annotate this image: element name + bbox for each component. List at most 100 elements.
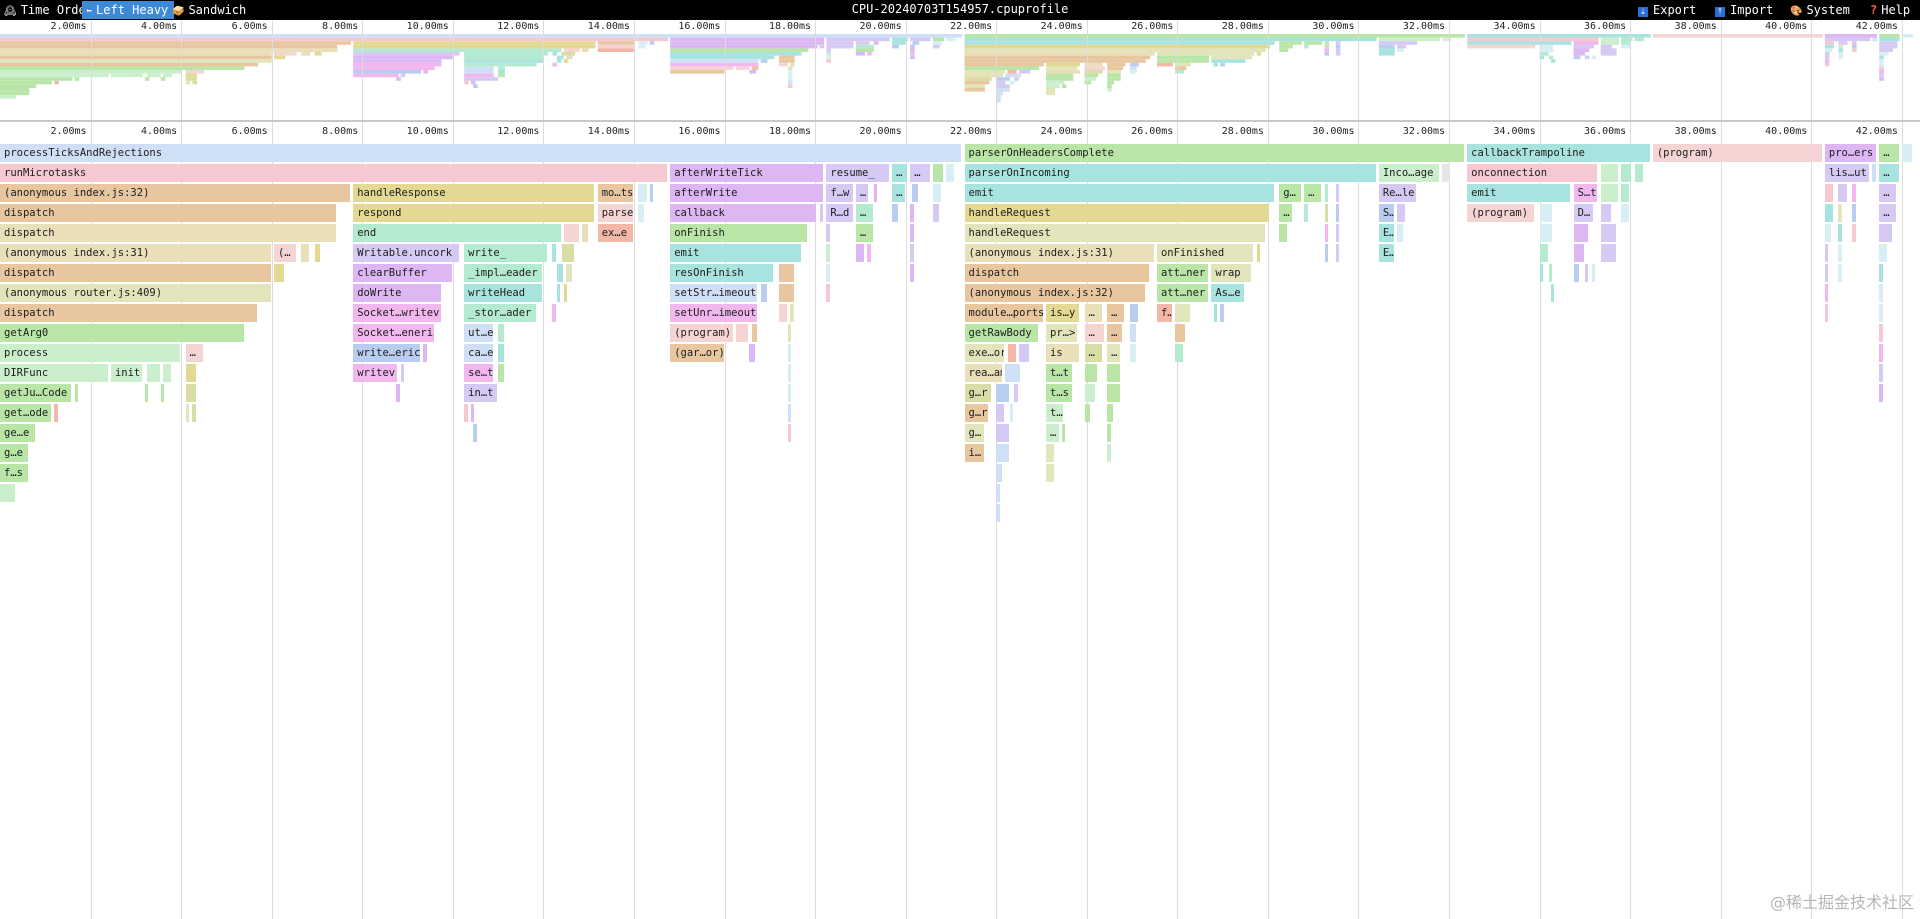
flame-frame[interactable] bbox=[855, 244, 865, 262]
flame-frame[interactable] bbox=[1852, 204, 1857, 222]
flame-frame[interactable] bbox=[1396, 224, 1404, 242]
flame-frame[interactable] bbox=[873, 184, 879, 202]
flame-frame[interactable]: doWrite bbox=[353, 284, 442, 302]
flame-frame[interactable] bbox=[1279, 224, 1289, 242]
overview-flamegraph[interactable] bbox=[0, 34, 1920, 120]
flame-frame[interactable]: pr…> bbox=[1046, 324, 1078, 342]
flame-frame[interactable]: parserOnIncoming bbox=[964, 164, 1377, 182]
flame-frame[interactable] bbox=[1550, 284, 1556, 302]
flame-frame[interactable]: R…d bbox=[826, 204, 854, 222]
flame-frame[interactable] bbox=[932, 164, 945, 182]
flame-frame[interactable]: dispatch bbox=[0, 264, 272, 282]
flame-frame[interactable] bbox=[778, 304, 788, 322]
flame-frame[interactable] bbox=[54, 404, 59, 422]
flame-frame[interactable]: wrap bbox=[1211, 264, 1253, 282]
flame-frame[interactable] bbox=[1621, 164, 1633, 182]
flame-frame[interactable] bbox=[1852, 184, 1857, 202]
flame-frame[interactable] bbox=[1621, 184, 1631, 202]
flame-frame[interactable] bbox=[787, 424, 793, 442]
flame-frame[interactable] bbox=[1324, 184, 1330, 202]
flame-frame[interactable] bbox=[1824, 204, 1834, 222]
flame-frame[interactable] bbox=[1600, 204, 1613, 222]
flame-frame[interactable]: (program) bbox=[1467, 204, 1536, 222]
flame-frame[interactable] bbox=[912, 184, 920, 202]
flame-frame[interactable]: g… bbox=[964, 424, 985, 442]
flame-frame[interactable] bbox=[910, 204, 915, 222]
flame-frame[interactable]: resume_ bbox=[826, 164, 890, 182]
flame-frame[interactable] bbox=[1084, 404, 1092, 422]
flame-frame[interactable] bbox=[74, 384, 80, 402]
flame-frame[interactable] bbox=[556, 284, 562, 302]
flame-frame[interactable] bbox=[1824, 184, 1834, 202]
flame-frame[interactable] bbox=[1304, 204, 1309, 222]
flame-frame[interactable] bbox=[1852, 224, 1857, 242]
flame-frame[interactable] bbox=[556, 264, 564, 282]
flame-frame[interactable] bbox=[498, 344, 505, 362]
flame-frame[interactable] bbox=[910, 264, 915, 282]
flame-frame[interactable] bbox=[735, 324, 750, 342]
flame-frame[interactable] bbox=[1872, 164, 1877, 182]
flame-frame[interactable]: write_ bbox=[464, 244, 548, 262]
flame-frame[interactable] bbox=[147, 364, 161, 382]
flame-frame[interactable] bbox=[1824, 264, 1830, 282]
flame-frame[interactable]: … bbox=[1879, 144, 1900, 162]
flame-frame[interactable] bbox=[638, 204, 646, 222]
flame-frame[interactable]: writeHead bbox=[464, 284, 544, 302]
flame-frame[interactable] bbox=[1879, 304, 1884, 322]
flame-frame[interactable]: callbackTrampoline bbox=[1467, 144, 1651, 162]
flame-frame[interactable] bbox=[790, 304, 795, 322]
flame-frame[interactable]: ut…e bbox=[464, 324, 494, 342]
flame-frame[interactable] bbox=[1175, 324, 1187, 342]
flame-frame[interactable] bbox=[760, 284, 768, 302]
flame-frame[interactable]: f…s bbox=[0, 464, 30, 482]
flame-frame[interactable] bbox=[1591, 264, 1597, 282]
flame-frame[interactable]: ca…e bbox=[464, 344, 494, 362]
flame-frame[interactable] bbox=[1879, 324, 1884, 342]
flame-frame[interactable] bbox=[396, 384, 401, 402]
flame-frame[interactable]: (anonymous index.js:32) bbox=[964, 284, 1146, 302]
flame-frame[interactable] bbox=[1838, 244, 1843, 262]
flame-frame[interactable] bbox=[826, 284, 831, 302]
flame-frame[interactable] bbox=[778, 264, 795, 282]
flame-frame[interactable]: rea…am bbox=[964, 364, 1003, 382]
flame-frame[interactable]: (anonymous index.js:31) bbox=[964, 244, 1155, 262]
flame-frame[interactable] bbox=[1335, 224, 1341, 242]
flame-frame[interactable]: ge…e bbox=[0, 424, 37, 442]
flame-frame[interactable] bbox=[498, 364, 505, 382]
flame-frame[interactable] bbox=[638, 184, 648, 202]
flame-frame[interactable] bbox=[787, 344, 793, 362]
flame-frame[interactable]: g…r bbox=[964, 384, 992, 402]
flame-frame[interactable] bbox=[1175, 344, 1185, 362]
flame-frame[interactable] bbox=[932, 204, 940, 222]
flame-frame[interactable] bbox=[649, 184, 655, 202]
flame-frame[interactable]: handleRequest bbox=[964, 204, 1271, 222]
flame-frame[interactable]: … bbox=[1279, 204, 1293, 222]
flame-frame[interactable]: … bbox=[1879, 184, 1898, 202]
flame-frame[interactable] bbox=[163, 364, 173, 382]
flame-frame[interactable]: … bbox=[1107, 324, 1123, 342]
flame-frame[interactable] bbox=[1061, 424, 1067, 442]
flame-frame[interactable] bbox=[563, 284, 569, 302]
flame-frame[interactable] bbox=[1324, 204, 1330, 222]
flame-frame[interactable] bbox=[552, 244, 557, 262]
flame-frame[interactable] bbox=[1600, 164, 1619, 182]
flame-frame[interactable]: onconnection bbox=[1467, 164, 1599, 182]
flame-frame[interactable]: se…t bbox=[464, 364, 494, 382]
flame-frame[interactable]: t… bbox=[1046, 404, 1065, 422]
flame-frame[interactable] bbox=[1879, 384, 1884, 402]
flame-frame[interactable]: … bbox=[892, 164, 908, 182]
flame-frame[interactable] bbox=[1396, 204, 1407, 222]
flame-frame[interactable] bbox=[1824, 284, 1830, 302]
flame-frame[interactable] bbox=[1879, 224, 1893, 242]
flame-frame[interactable]: (anonymous index.js:32) bbox=[0, 184, 351, 202]
flame-frame[interactable]: … bbox=[1304, 184, 1323, 202]
flame-frame[interactable] bbox=[192, 404, 197, 422]
flame-frame[interactable] bbox=[867, 244, 872, 262]
flame-frame[interactable] bbox=[1046, 464, 1056, 482]
flame-frame[interactable]: is…y bbox=[1046, 304, 1080, 322]
flame-frame[interactable] bbox=[1107, 364, 1121, 382]
flame-frame[interactable] bbox=[787, 404, 793, 422]
flame-frame[interactable]: lis…ut bbox=[1824, 164, 1871, 182]
flame-frame[interactable] bbox=[787, 324, 793, 342]
flame-frame[interactable]: emit bbox=[670, 244, 802, 262]
